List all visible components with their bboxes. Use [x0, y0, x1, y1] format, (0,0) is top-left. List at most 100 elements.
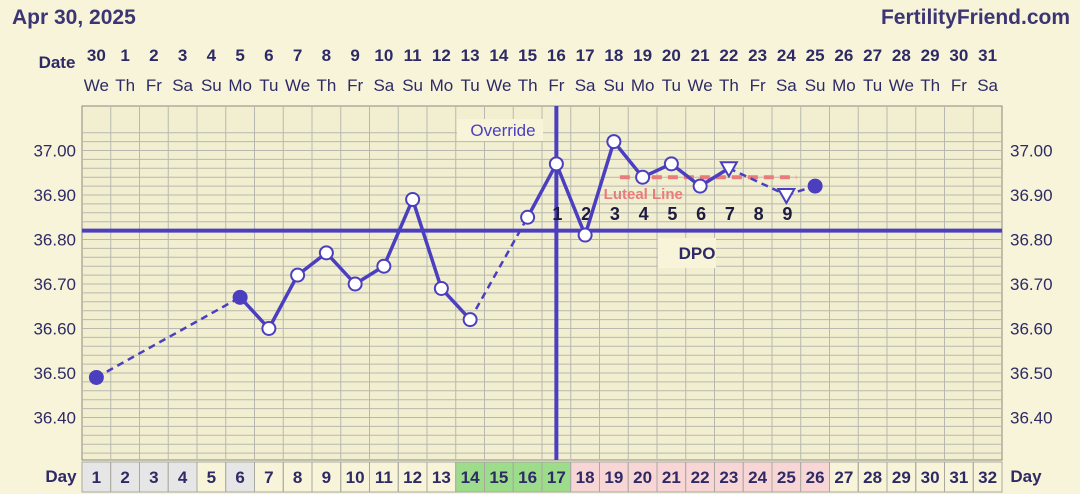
day-number: 25 — [777, 468, 796, 487]
dpo-number: 4 — [639, 204, 649, 224]
day-cell — [800, 461, 830, 493]
y-tick-label-left: 36.60 — [33, 320, 76, 339]
dpo-number: 5 — [667, 204, 677, 224]
date-number: 15 — [518, 46, 537, 65]
temperature-point-open — [347, 276, 363, 292]
weekday-label: Th — [719, 76, 739, 95]
date-number: 5 — [235, 46, 244, 65]
temperature-point-open — [520, 209, 536, 225]
date-number: 26 — [834, 46, 853, 65]
temperature-point-open — [548, 156, 564, 172]
dpo-number: 8 — [754, 204, 764, 224]
day-number: 3 — [149, 468, 158, 487]
override-label-bg — [457, 119, 543, 141]
temperature-segment — [554, 163, 587, 236]
weekday-label: Tu — [863, 76, 882, 95]
date-number: 27 — [863, 46, 882, 65]
date-number: 7 — [293, 46, 302, 65]
day-number: 15 — [489, 468, 508, 487]
temperature-point-filled — [88, 369, 104, 385]
day-number: 32 — [978, 468, 997, 487]
day-cell — [570, 461, 600, 493]
weekday-label: We — [889, 76, 914, 95]
date-number: 8 — [322, 46, 331, 65]
date-number: 16 — [547, 46, 566, 65]
temperature-segment — [583, 141, 616, 236]
weekday-label: Th — [316, 76, 336, 95]
weekday-label: Sa — [776, 76, 797, 95]
dpo-number: 6 — [696, 204, 706, 224]
temperature-segment — [526, 163, 558, 219]
day-cell — [599, 461, 629, 493]
date-number: 24 — [777, 46, 796, 65]
weekday-label: Su — [603, 76, 624, 95]
y-tick-label-right: 36.70 — [1010, 275, 1053, 294]
date-number: 17 — [576, 46, 595, 65]
day-number: 29 — [892, 468, 911, 487]
weekday-label: Mo — [832, 76, 856, 95]
day-number: 12 — [403, 468, 422, 487]
y-tick-label-right: 36.50 — [1010, 364, 1053, 383]
temperature-segment-dashed — [95, 296, 241, 379]
temperature-point-open — [692, 178, 708, 194]
day-number: 5 — [207, 468, 216, 487]
date-number: 6 — [264, 46, 273, 65]
weekday-label: We — [84, 76, 109, 95]
date-number: 25 — [806, 46, 825, 65]
weekday-label: Su — [201, 76, 222, 95]
date-number: 13 — [461, 46, 480, 65]
temperature-segment-dashed — [728, 167, 787, 197]
temperature-point-open — [462, 312, 478, 328]
temperature-point-open — [606, 134, 622, 150]
y-tick-label-left: 36.90 — [33, 186, 76, 205]
date-number: 22 — [719, 46, 738, 65]
weekday-label: Sa — [373, 76, 394, 95]
temperature-point-open — [577, 227, 593, 243]
weekday-label: Fr — [548, 76, 564, 95]
date-number: 4 — [207, 46, 217, 65]
temperature-point-triangle — [719, 161, 739, 179]
date-row-label: Date — [39, 53, 76, 72]
dpo-number: 3 — [610, 204, 620, 224]
weekday-label: Tu — [259, 76, 278, 95]
date-number: 10 — [374, 46, 393, 65]
day-number: 14 — [461, 468, 480, 487]
site-name: FertilityFriend.com — [880, 6, 1070, 29]
day-cell — [742, 461, 773, 493]
weekday-label: Th — [115, 76, 135, 95]
temperature-point-open — [376, 258, 392, 274]
day-number: 19 — [604, 468, 623, 487]
date-number: 21 — [691, 46, 710, 65]
dpo-number: 7 — [725, 204, 735, 224]
date-number: 18 — [604, 46, 623, 65]
date-number: 31 — [978, 46, 997, 65]
day-number: 22 — [691, 468, 710, 487]
y-tick-label-left: 36.80 — [33, 231, 76, 250]
day-number: 26 — [806, 468, 825, 487]
day-row-label-left: Day — [45, 467, 77, 486]
dpo-label: DPO — [679, 244, 716, 263]
day-number: 8 — [293, 468, 302, 487]
day-cell — [167, 461, 198, 493]
weekday-label: Sa — [172, 76, 193, 95]
weekday-label: Tu — [461, 76, 480, 95]
weekday-label: Sa — [575, 76, 596, 95]
temperature-segment — [612, 140, 644, 179]
chart-date: Apr 30, 2025 — [12, 6, 136, 29]
date-number: 20 — [662, 46, 681, 65]
day-number: 30 — [921, 468, 940, 487]
day-number: 17 — [547, 468, 566, 487]
day-number: 27 — [834, 468, 853, 487]
date-number: 1 — [120, 46, 129, 65]
date-number: 12 — [432, 46, 451, 65]
weekday-label: Fr — [347, 76, 363, 95]
temperature-point-filled — [807, 178, 823, 194]
y-tick-label-right: 37.00 — [1010, 142, 1053, 161]
temperature-point-open — [635, 169, 651, 185]
day-number: 11 — [375, 468, 393, 487]
temperature-point-open — [318, 245, 334, 261]
dpo-number: 1 — [552, 204, 562, 224]
date-number: 29 — [921, 46, 940, 65]
